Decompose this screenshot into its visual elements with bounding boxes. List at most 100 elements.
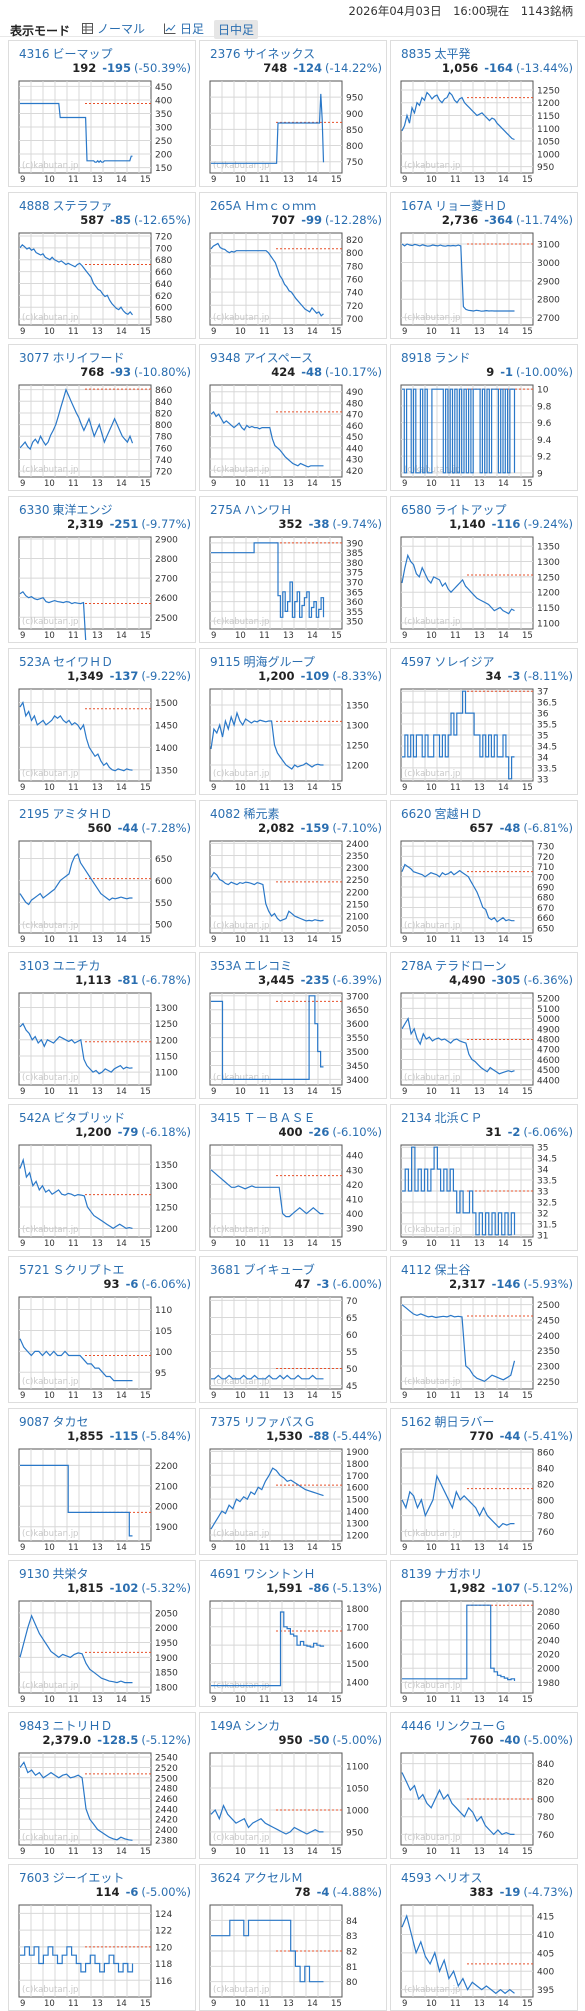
stock-name-link[interactable]: 4082 稀元素 [210, 805, 280, 822]
stock-name-link[interactable]: 2134 北浜ＣＰ [401, 1109, 483, 1126]
price-series-line [20, 102, 133, 164]
intraday-chart[interactable]: 1980 2000 2020 2040 2060 2080 9 10 11 13 14 15 (c)ka… [399, 1598, 575, 1704]
intraday-chart[interactable]: 4400 4500 4600 4700 4800 4900 5000 5100 5200 9 10 1… [399, 990, 575, 1096]
stock-name-link[interactable]: 4112 保土谷 [401, 1261, 471, 1278]
stock-name-link[interactable]: 3415 Ｔ－ＢＡＳＥ [210, 1109, 316, 1126]
y-tick-label: 820 [537, 1480, 554, 1490]
normal-mode-button[interactable]: ノーマル [82, 20, 145, 37]
stock-name-link[interactable]: 278A テラドローン [401, 957, 507, 974]
intraday-chart[interactable]: 350 355 360 365 370 375 380 385 390 9 10 11 13 14 15 (c… [208, 534, 384, 640]
stock-name-link[interactable]: 523A セイワＨＤ [19, 653, 113, 670]
intraday-chart[interactable]: 2380 2400 2420 2440 2460 2480 2500 2520 2540 9 10 1… [17, 1750, 193, 1856]
intraday-chart[interactable]: 1900 2000 2100 2200 9 10 11 13 14 15 (c)kabutan.jp [17, 1446, 193, 1552]
price-change-percent: (-5.00%) [141, 1885, 191, 1899]
intraday-chart[interactable]: 1200 1250 1300 1350 9 10 11 13 14 15 (c)kabutan.jp [208, 686, 384, 792]
stock-name-link[interactable]: 2376 サイネックス [210, 45, 315, 62]
stock-name-link[interactable]: 167A リョー菱ＨＤ [401, 197, 507, 214]
intraday-chart[interactable]: 9 9.2 9.4 9.6 9.8 10 9 10 11 13 14 15 (c)kabutan.jp [399, 382, 575, 488]
stock-name-link[interactable]: 3624 アクセルＭ [210, 1869, 303, 1886]
stock-name-link[interactable]: 3077 ホリイフード [19, 349, 125, 366]
stock-name: エレコミ [244, 959, 293, 973]
stock-name-link[interactable]: 9843 ニトリＨＤ [19, 1717, 113, 1734]
intraday-chart[interactable]: 80 81 82 83 84 9 10 11 13 14 15 (c)kabutan.jp [208, 1902, 384, 2008]
intraday-chart[interactable]: 150 200 250 300 350 400 450 9 10 11 13 14 15 (c)kabut… [17, 78, 193, 184]
intraday-chart[interactable]: 1100 1150 1200 1250 1300 9 10 11 13 14 15 (c)kabuta… [17, 990, 193, 1096]
intraday-chart[interactable]: 33 33.5 34 34.5 35 35.5 36 36.5 37 9 10 11 13 14 15 (c)… [399, 686, 575, 792]
intraday-chart[interactable]: 500 550 600 650 9 10 11 13 14 15 (c)kabutan.jp [17, 838, 193, 944]
stock-code: 9130 [19, 1567, 50, 1581]
y-tick-label: 2540 [155, 1754, 178, 1764]
y-tick-label: 800 [155, 421, 172, 431]
y-tick-label: 1600 [346, 1484, 369, 1494]
stock-code: 4597 [401, 655, 432, 669]
intraday-chart[interactable]: 760 780 800 820 840 9 10 11 13 14 15 (c)kabutan.jp [399, 1750, 575, 1856]
intraday-chart[interactable]: 2500 2600 2700 2800 2900 9 10 11 13 14 15 (c)kabuta… [17, 534, 193, 640]
intraday-chart[interactable]: 2050 2100 2150 2200 2250 2300 2350 2400 9 10 11 13 1… [208, 838, 384, 944]
intraday-chart[interactable]: 580 600 620 640 660 680 700 720 9 10 11 13 14 15 (c)ka… [17, 230, 193, 336]
stock-name-link[interactable]: 4316 ビーマップ [19, 45, 113, 62]
intraday-chart[interactable]: 720 740 760 780 800 820 840 860 9 10 11 13 14 15 (c)ka… [17, 382, 193, 488]
intraday-chart[interactable]: 650 660 670 680 690 700 710 720 730 9 10 11 13 14 15 (c… [399, 838, 575, 944]
intraday-chart[interactable]: 420 430 440 450 460 470 480 490 9 10 11 13 14 15 (c)ka… [208, 382, 384, 488]
stock-name-link[interactable]: 4597 ソレイジア [401, 653, 495, 670]
stock-name-link[interactable]: 8918 ランド [401, 349, 471, 366]
stock-name-link[interactable]: 8835 太平発 [401, 45, 471, 62]
intraday-chart[interactable]: 3400 3450 3500 3550 3600 3650 3700 9 10 11 13 14 15 (… [208, 990, 384, 1096]
stock-name-link[interactable]: 4446 リンクユーＧ [401, 1717, 507, 1734]
intraday-chart[interactable]: 2700 2800 2900 3000 3100 9 10 11 13 14 15 (c)kabuta… [399, 230, 575, 336]
y-tick-label: 400 [346, 1210, 363, 1220]
intraday-chart[interactable]: 1200 1250 1300 1350 9 10 11 13 14 15 (c)kabutan.jp [17, 1142, 193, 1248]
intraday-chart[interactable]: 1350 1400 1450 1500 9 10 11 13 14 15 (c)kabutan.jp [17, 686, 193, 792]
stock-name-link[interactable]: 4888 ステラファ [19, 197, 113, 214]
intraday-mode-button[interactable]: 日中足 [214, 20, 259, 39]
stock-name-link[interactable]: 265A Ｈｍｃｏｍｍ [210, 197, 316, 214]
intraday-chart[interactable]: 45 50 55 60 65 70 9 10 11 13 14 15 (c)kabutan.jp [208, 1294, 384, 1400]
intraday-chart[interactable]: 760 780 800 820 840 860 9 10 11 13 14 15 (c)kabutan.… [399, 1446, 575, 1552]
stock-name-link[interactable]: 9130 共栄タ [19, 1565, 89, 1582]
stock-name-link[interactable]: 9348 アイスペース [210, 349, 313, 366]
stock-name-link[interactable]: 8139 ナガホリ [401, 1565, 483, 1582]
x-tick-label: 15 [522, 1087, 533, 1096]
y-tick-label: 2100 [155, 1482, 178, 1492]
stock-name-link[interactable]: 5162 朝日ラバー [401, 1413, 494, 1430]
y-tick-label: 122 [155, 1927, 172, 1937]
stock-name-link[interactable]: 5721 Ｓクリプトエ [19, 1261, 125, 1278]
stock-name-link[interactable]: 542A ビタブリッド [19, 1109, 125, 1126]
intraday-chart[interactable]: 950 1000 1050 1100 9 10 11 13 14 15 (c)kabutan.jp [208, 1750, 384, 1856]
intraday-chart[interactable]: 1800 1850 1900 1950 2000 2050 9 10 11 13 14 15 (c)ka… [17, 1598, 193, 1704]
stock-name-link[interactable]: 3103 ユニチカ [19, 957, 101, 974]
price-series-line [211, 1374, 324, 1380]
daily-mode-button[interactable]: 日足 [164, 20, 204, 37]
intraday-chart[interactable]: 1100 1150 1200 1250 1300 1350 9 10 11 13 14 15 (c)ka… [399, 534, 575, 640]
stock-name-link[interactable]: 7603 ジーイエット [19, 1869, 124, 1886]
stock-name-link[interactable]: 4691 ワシントンＨ [210, 1565, 316, 1582]
intraday-chart[interactable]: 750 800 850 900 950 9 10 11 13 14 15 (c)kabutan.jp [208, 78, 384, 184]
stock-name-link[interactable]: 353A エレコミ [210, 957, 292, 974]
price-change-percent: (-6.10%) [332, 1125, 382, 1139]
intraday-chart[interactable]: 116 118 120 122 124 9 10 11 13 14 15 (c)kabutan.jp [17, 1902, 193, 2008]
stock-price: 707 [271, 213, 296, 227]
stock-name-link[interactable]: 6580 ライトアップ [401, 501, 507, 518]
stock-name-link[interactable]: 3681 ブイキューブ [210, 1261, 315, 1278]
stock-name-link[interactable]: 6620 宮越ＨＤ [401, 805, 483, 822]
intraday-chart[interactable]: 1400 1500 1600 1700 1800 9 10 11 13 14 15 (c)kabuta… [208, 1598, 384, 1704]
stock-name-link[interactable]: 149A シンカ [210, 1717, 280, 1734]
stock-card: 2195 アミタＨＤ 560 -44 (-7.28%) 500 550 600 650 9 10 11… [8, 800, 196, 947]
stock-name-link[interactable]: 9087 タカセ [19, 1413, 89, 1430]
stock-name-link[interactable]: 7375 リファバスＧ [210, 1413, 316, 1430]
stock-name-link[interactable]: 275A ハンワＨ [210, 501, 292, 518]
stock-name-link[interactable]: 6330 東洋エンジ [19, 501, 113, 518]
intraday-chart[interactable]: 95 100 105 110 9 10 11 13 14 15 (c)kabutan.jp [17, 1294, 193, 1400]
stock-name-link[interactable]: 9115 明海グループ [210, 653, 315, 670]
intraday-chart[interactable]: 2250 2300 2350 2400 2450 2500 9 10 11 13 14 15 (c)ka… [399, 1294, 575, 1400]
intraday-chart[interactable]: 1200 1300 1400 1500 1600 1700 1800 1900 9 10 11 13 1… [208, 1446, 384, 1552]
stock-name-link[interactable]: 4593 ヘリオス [401, 1869, 483, 1886]
intraday-chart[interactable]: 700 720 740 760 780 800 820 9 10 11 13 14 15 (c)kabut… [208, 230, 384, 336]
intraday-chart[interactable]: 31 31.5 32 32.5 33 33.5 34 34.5 35 9 10 11 13 14 15 (c)… [399, 1142, 575, 1248]
intraday-chart[interactable]: 950 1000 1050 1100 1150 1200 1250 9 10 11 13 14 15 (c… [399, 78, 575, 184]
y-tick-label: 680 [537, 894, 554, 904]
intraday-chart[interactable]: 390 400 410 420 430 440 9 10 11 13 14 15 (c)kabutan.… [208, 1142, 384, 1248]
plot-frame [209, 688, 343, 782]
stock-name-link[interactable]: 2195 アミタＨＤ [19, 805, 112, 822]
intraday-chart[interactable]: 395 400 405 410 415 9 10 11 13 14 15 (c)kabutan.jp [399, 1902, 575, 2008]
